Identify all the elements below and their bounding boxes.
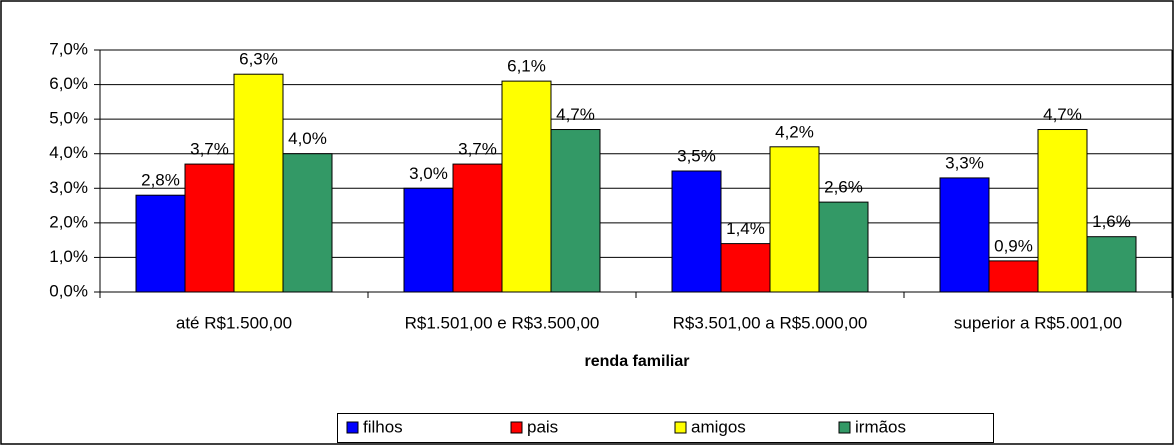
bar: [769, 146, 820, 293]
y-tick-label: 0,0%: [49, 281, 88, 300]
legend-swatch: [346, 421, 359, 434]
bar: [1086, 236, 1137, 293]
bar: [282, 153, 333, 293]
bar: [233, 73, 284, 293]
data-label: 2,6%: [824, 178, 863, 197]
y-tick-label: 1,0%: [49, 247, 88, 266]
bar: [184, 163, 235, 293]
data-label: 1,6%: [1092, 212, 1131, 231]
legend-swatch: [838, 421, 851, 434]
legend-label: filhos: [363, 417, 403, 436]
data-label: 3,7%: [190, 140, 229, 159]
bar: [671, 170, 722, 293]
y-tick-label: 3,0%: [49, 178, 88, 197]
data-label: 0,9%: [994, 236, 1033, 255]
data-label: 3,7%: [458, 140, 497, 159]
x-tick-label: R$3.501,00 a R$5.000,00: [673, 313, 868, 332]
y-tick-label: 2,0%: [49, 212, 88, 231]
legend-label: irmãos: [855, 417, 906, 436]
bar: [988, 260, 1039, 293]
legend-box: [337, 413, 994, 443]
bar: [720, 243, 771, 293]
bar: [501, 80, 552, 293]
bar: [403, 187, 454, 293]
bar: [550, 129, 601, 293]
y-tick-label: 5,0%: [49, 109, 88, 128]
data-label: 4,7%: [1043, 105, 1082, 124]
legend-swatch: [510, 421, 523, 434]
bar: [818, 201, 869, 293]
data-label: 3,5%: [677, 146, 716, 165]
y-tick-label: 7,0%: [49, 39, 88, 58]
x-axis-title: renda familiar: [585, 353, 690, 370]
data-label: 6,1%: [507, 57, 546, 76]
y-tick-label: 4,0%: [49, 143, 88, 162]
data-label: 3,3%: [945, 153, 984, 172]
data-label: 2,8%: [141, 171, 180, 190]
bar: [939, 177, 990, 293]
bar: [452, 163, 503, 293]
legend-swatch: [674, 421, 687, 434]
data-label: 4,7%: [556, 105, 595, 124]
bar: [1037, 129, 1088, 293]
data-label: 4,0%: [288, 129, 327, 148]
legend-label: pais: [527, 417, 558, 436]
x-tick-label: R$1.501,00 e R$3.500,00: [405, 313, 600, 332]
x-tick-label: superior a R$5.001,00: [954, 313, 1122, 332]
data-label: 6,3%: [239, 50, 278, 69]
bar: [135, 194, 186, 293]
y-tick-label: 6,0%: [49, 74, 88, 93]
data-label: 4,2%: [775, 122, 814, 141]
x-tick-label: até R$1.500,00: [176, 313, 292, 332]
data-label: 3,0%: [409, 164, 448, 183]
data-label: 1,4%: [726, 219, 765, 238]
legend-label: amigos: [691, 417, 746, 436]
